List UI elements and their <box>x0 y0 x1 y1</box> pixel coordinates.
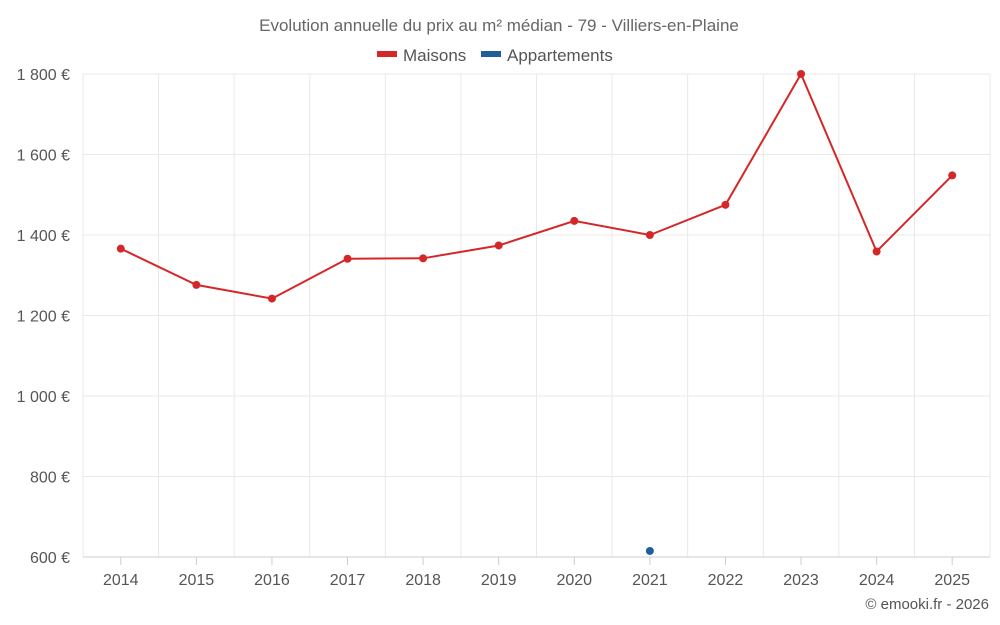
x-tick-label: 2022 <box>708 572 744 589</box>
y-tick-label: 1 000 € <box>17 389 70 406</box>
series-line-maisons <box>120 71 953 300</box>
y-tick-label: 1 800 € <box>17 67 70 84</box>
x-axis: 2014 2015 2016 2017 2018 2019 2020 2021 2022 2023… <box>83 556 990 589</box>
x-tick-label: 2024 <box>859 572 895 589</box>
legend-swatch-appartements <box>481 51 501 57</box>
y-tick-label: 1 600 € <box>17 148 70 165</box>
x-tick-label: 2023 <box>783 572 819 589</box>
credit-text: © emooki.fr - 2026 <box>865 596 989 613</box>
data-point-appartements-2021[interactable] <box>645 546 654 555</box>
y-tick-label: 800 € <box>30 470 70 487</box>
data-point-maisons-2018[interactable] <box>419 254 428 263</box>
legend-swatch-maisons <box>377 51 397 57</box>
x-tick-label: 2014 <box>103 572 139 589</box>
data-point-maisons-2024[interactable] <box>872 247 881 256</box>
data-point-maisons-2022[interactable] <box>721 200 730 209</box>
legend-label-maisons: Maisons <box>403 46 466 65</box>
x-tick-label: 2015 <box>179 572 215 589</box>
y-tick-label: 600 € <box>30 550 70 567</box>
y-axis: 600 € 800 € 1 000 € 1 200 € 1 400 € 1 600 € 1 … <box>17 67 70 567</box>
x-tick-label: 2018 <box>405 572 441 589</box>
data-point-maisons-2016[interactable] <box>267 294 276 303</box>
y-tick-label: 1 200 € <box>17 309 70 326</box>
x-tick-label: 2021 <box>632 572 668 589</box>
gridlines <box>82 73 991 557</box>
x-tick-label: 2025 <box>934 572 970 589</box>
legend-item-appartements[interactable]: Appartements <box>481 46 613 65</box>
x-tick-label: 2020 <box>556 572 592 589</box>
data-point-maisons-2023[interactable] <box>797 70 806 78</box>
data-point-maisons-2025[interactable] <box>948 171 957 180</box>
data-point-maisons-2015[interactable] <box>192 280 201 289</box>
data-point-maisons-2020[interactable] <box>570 216 579 225</box>
data-point-maisons-2014[interactable] <box>116 244 125 253</box>
x-tick-label: 2017 <box>330 572 366 589</box>
x-tick-label: 2019 <box>481 572 517 589</box>
x-tick-label: 2016 <box>254 572 290 589</box>
series-layer <box>116 70 957 555</box>
chart-title: Evolution annuelle du prix au m² médian … <box>259 16 739 35</box>
legend: Maisons Appartements <box>377 46 613 65</box>
data-point-maisons-2019[interactable] <box>494 241 503 250</box>
legend-item-maisons[interactable]: Maisons <box>377 46 466 65</box>
data-point-maisons-2021[interactable] <box>645 231 654 239</box>
legend-label-appartements: Appartements <box>507 46 613 65</box>
data-point-maisons-2017[interactable] <box>343 254 352 263</box>
y-tick-label: 1 400 € <box>17 228 70 245</box>
